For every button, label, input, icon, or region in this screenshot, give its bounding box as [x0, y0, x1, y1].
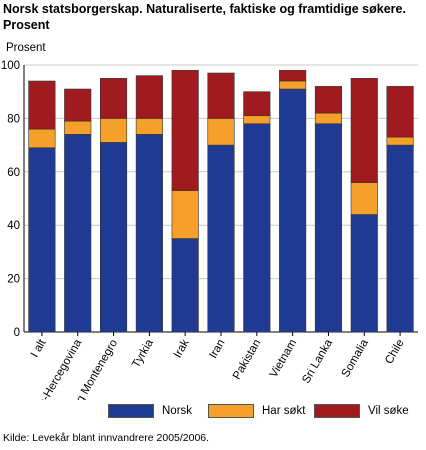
- legend-item-vil-soke: Vil søke: [314, 404, 409, 418]
- bar-chile-vil-s-ke: [386, 86, 414, 138]
- bar-irak-norsk: [171, 238, 199, 333]
- bar-vietnam-har-s-kt: [279, 80, 307, 90]
- bar-somalia-har-s-kt: [350, 182, 378, 215]
- bar-tyrkia-norsk: [135, 134, 163, 333]
- bar-sri-lanka-vil-s-ke: [314, 86, 343, 114]
- y-tick-label-20: 20: [7, 274, 20, 286]
- legend: Norsk Har søkt Vil søke: [108, 404, 418, 422]
- y-tick-label-100: 100: [1, 60, 20, 72]
- x-tick-label-pakistan: Pakistan: [231, 338, 263, 382]
- y-tick-label-60: 60: [7, 167, 20, 179]
- bar-irak-vil-s-ke: [171, 70, 199, 191]
- bar-somalia-vil-s-ke: [350, 78, 378, 183]
- y-axis-label: Prosent: [6, 42, 46, 54]
- chart-title-line1: Norsk statsborgerskap. Naturaliserte, fa…: [3, 2, 406, 16]
- bar-i-alt-norsk: [28, 147, 56, 333]
- legend-item-har-sokt: Har søkt: [208, 404, 305, 418]
- x-tick-label-i-alt: I alt: [29, 337, 49, 360]
- legend-swatch-norsk: [108, 404, 154, 418]
- x-tick-label-tyrkia: Tyrkia: [130, 337, 156, 370]
- chart-title-line2: Prosent: [3, 18, 50, 32]
- bar-chile-norsk: [386, 144, 414, 333]
- bar-somalia-norsk: [350, 214, 378, 333]
- legend-label-har-sokt: Har søkt: [262, 405, 306, 417]
- bar-vietnam-vil-s-ke: [279, 70, 307, 82]
- bar-tyrkia-vil-s-ke: [135, 75, 163, 119]
- legend-label-norsk: Norsk: [162, 405, 193, 417]
- x-tick-label-irak: Irak: [172, 337, 192, 360]
- bar-pakistan-har-s-kt: [243, 115, 271, 125]
- source-note: Kilde: Levekår blant innvandrere 2005/20…: [3, 432, 210, 444]
- bar-i-alt-har-s-kt: [28, 128, 56, 149]
- bar-chile-har-s-kt: [386, 136, 414, 146]
- bar-sri-lanka-har-s-kt: [314, 112, 343, 125]
- bar-pakistan-norsk: [243, 123, 271, 333]
- bar-i-alt-vil-s-ke: [28, 80, 56, 130]
- bar-bosnia-hercegovina-norsk: [64, 134, 92, 333]
- x-tick-label-bosnia-hercegovina: Bosnia-Hercegovina: [22, 337, 84, 400]
- y-tick-label-80: 80: [7, 113, 20, 125]
- y-tick-label-0: 0: [14, 327, 20, 339]
- bar-serbia-og-montenegro-norsk: [99, 142, 128, 333]
- x-tick-label-iran: Iran: [207, 338, 227, 361]
- legend-label-vil-soke: Vil søke: [368, 405, 409, 417]
- y-tick-label-40: 40: [7, 220, 20, 232]
- x-tick-label-chile: Chile: [383, 338, 407, 367]
- bar-iran-vil-s-ke: [207, 72, 235, 119]
- legend-swatch-vil-soke: [314, 404, 360, 418]
- bar-sri-lanka-norsk: [314, 123, 343, 333]
- bar-pakistan-vil-s-ke: [243, 91, 271, 117]
- bar-tyrkia-har-s-kt: [135, 118, 163, 135]
- bar-iran-har-s-kt: [207, 118, 235, 146]
- legend-swatch-har-sokt: [208, 404, 254, 418]
- legend-item-norsk: Norsk: [108, 404, 192, 418]
- chart-title: Norsk statsborgerskap. Naturaliserte, fa…: [3, 1, 423, 33]
- bar-bosnia-hercegovina-vil-s-ke: [64, 88, 92, 122]
- bar-serbia-og-montenegro-har-s-kt: [99, 118, 128, 143]
- bar-bosnia-hercegovina-har-s-kt: [64, 120, 92, 135]
- bar-iran-norsk: [207, 144, 235, 333]
- x-tick-label-sri-lanka: Sri Lanka: [300, 337, 335, 386]
- x-tick-label-vietnam: Vietnam: [268, 338, 299, 380]
- bar-irak-har-s-kt: [171, 190, 199, 239]
- bar-serbia-og-montenegro-vil-s-ke: [99, 78, 128, 119]
- bar-vietnam-norsk: [279, 88, 307, 333]
- x-tick-label-somalia: Somalia: [340, 337, 371, 380]
